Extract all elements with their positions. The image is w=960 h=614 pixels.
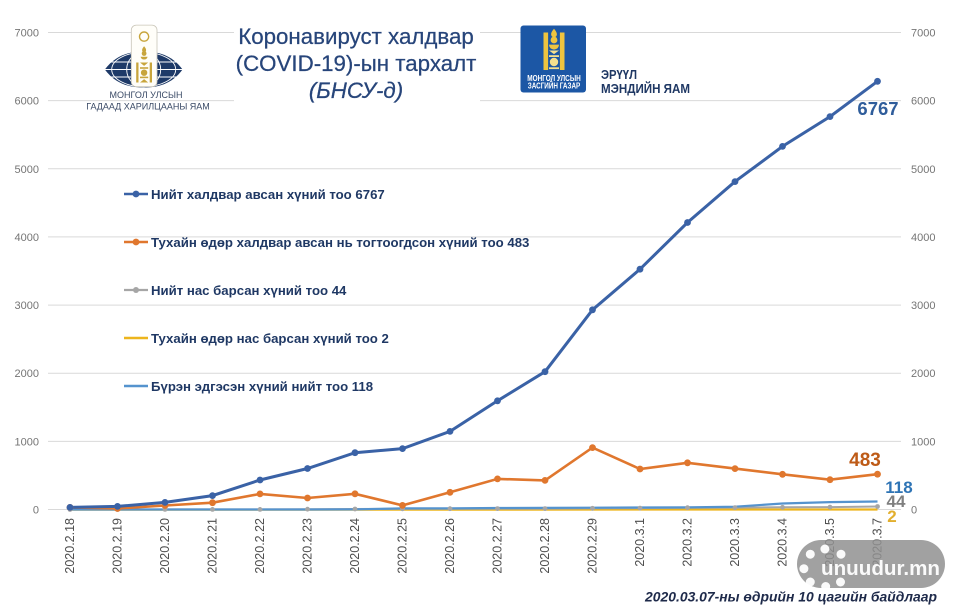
svg-text:2: 2: [887, 507, 896, 526]
svg-text:3000: 3000: [15, 300, 39, 312]
svg-text:118: 118: [885, 478, 912, 497]
svg-text:5000: 5000: [15, 164, 39, 176]
svg-text:Нийт нас барсан хүний тоо 44: Нийт нас барсан хүний тоо 44: [151, 283, 347, 298]
svg-text:1000: 1000: [911, 436, 935, 448]
svg-text:2020.2.19: 2020.2.19: [111, 518, 125, 574]
svg-text:7000: 7000: [15, 28, 39, 40]
svg-text:4000: 4000: [15, 232, 39, 244]
svg-text:44: 44: [887, 492, 906, 511]
svg-text:6000: 6000: [911, 96, 935, 108]
svg-text:4000: 4000: [911, 232, 935, 244]
svg-text:7000: 7000: [911, 28, 935, 40]
svg-text:Тухайн өдөр халдвар авсан нь т: Тухайн өдөр халдвар авсан нь тогтоогдсон…: [151, 235, 529, 250]
svg-text:Нийт халдвар авсан хүний тоо 6: Нийт халдвар авсан хүний тоо 6767: [151, 187, 385, 202]
svg-text:1000: 1000: [15, 436, 39, 448]
svg-text:(БНСУ-д): (БНСУ-д): [309, 78, 403, 103]
svg-text:2020.2.28: 2020.2.28: [538, 518, 552, 574]
svg-text:ЗАСГИЙН ГАЗАР: ЗАСГИЙН ГАЗАР: [528, 81, 581, 90]
svg-text:2020.2.29: 2020.2.29: [586, 518, 600, 574]
svg-text:2020.2.22: 2020.2.22: [253, 518, 267, 574]
svg-text:2020.2.21: 2020.2.21: [206, 518, 220, 574]
svg-text:ЭРҮҮЛ: ЭРҮҮЛ: [601, 67, 637, 82]
svg-text:0: 0: [33, 505, 39, 517]
svg-text:2020.2.27: 2020.2.27: [491, 518, 505, 574]
svg-text:2020.3.4: 2020.3.4: [776, 518, 790, 567]
svg-text:5000: 5000: [911, 164, 935, 176]
svg-text:Бүрэн эдгэсэн хүний нийт тоо 1: Бүрэн эдгэсэн хүний нийт тоо 118: [151, 379, 373, 394]
svg-text:2020.2.24: 2020.2.24: [348, 518, 362, 574]
svg-text:2020.3.1: 2020.3.1: [633, 518, 647, 567]
svg-text:МОНГОЛ УЛСЫН: МОНГОЛ УЛСЫН: [110, 90, 183, 100]
svg-text:2020.2.18: 2020.2.18: [63, 518, 77, 574]
svg-text:6000: 6000: [15, 96, 39, 108]
svg-text:2020.2.20: 2020.2.20: [158, 518, 172, 574]
svg-text:2020.2.26: 2020.2.26: [443, 518, 457, 574]
svg-text:МОНГОЛ УЛСЫН: МОНГОЛ УЛСЫН: [527, 74, 581, 83]
svg-text:(COVID-19)-ын тархалт: (COVID-19)-ын тархалт: [236, 51, 477, 76]
svg-text:2000: 2000: [911, 368, 935, 380]
svg-text:ГАДААД ХАРИЛЦААНЫ ЯАМ: ГАДААД ХАРИЛЦААНЫ ЯАМ: [86, 102, 210, 112]
svg-text:2020.03.07-ны өдрийн 10 цагийн: 2020.03.07-ны өдрийн 10 цагийн байдлаар: [644, 589, 937, 605]
svg-text:2020.2.25: 2020.2.25: [396, 518, 410, 574]
svg-text:unuudur.mn: unuudur.mn: [821, 558, 940, 580]
svg-text:2020.3.2: 2020.3.2: [681, 518, 695, 567]
svg-text:3000: 3000: [911, 300, 935, 312]
svg-text:2020.2.23: 2020.2.23: [301, 518, 315, 574]
svg-text:6767: 6767: [857, 98, 898, 119]
svg-text:Тухайн өдөр нас барсан хүний т: Тухайн өдөр нас барсан хүний тоо 2: [151, 331, 389, 346]
svg-text:2020.3.3: 2020.3.3: [728, 518, 742, 567]
svg-text:2000: 2000: [15, 368, 39, 380]
svg-text:Коронавируст халдвар: Коронавируст халдвар: [238, 24, 474, 49]
svg-text:0: 0: [911, 505, 917, 517]
svg-text:483: 483: [849, 450, 881, 471]
svg-text:МЭНДИЙН ЯАМ: МЭНДИЙН ЯАМ: [601, 81, 690, 96]
